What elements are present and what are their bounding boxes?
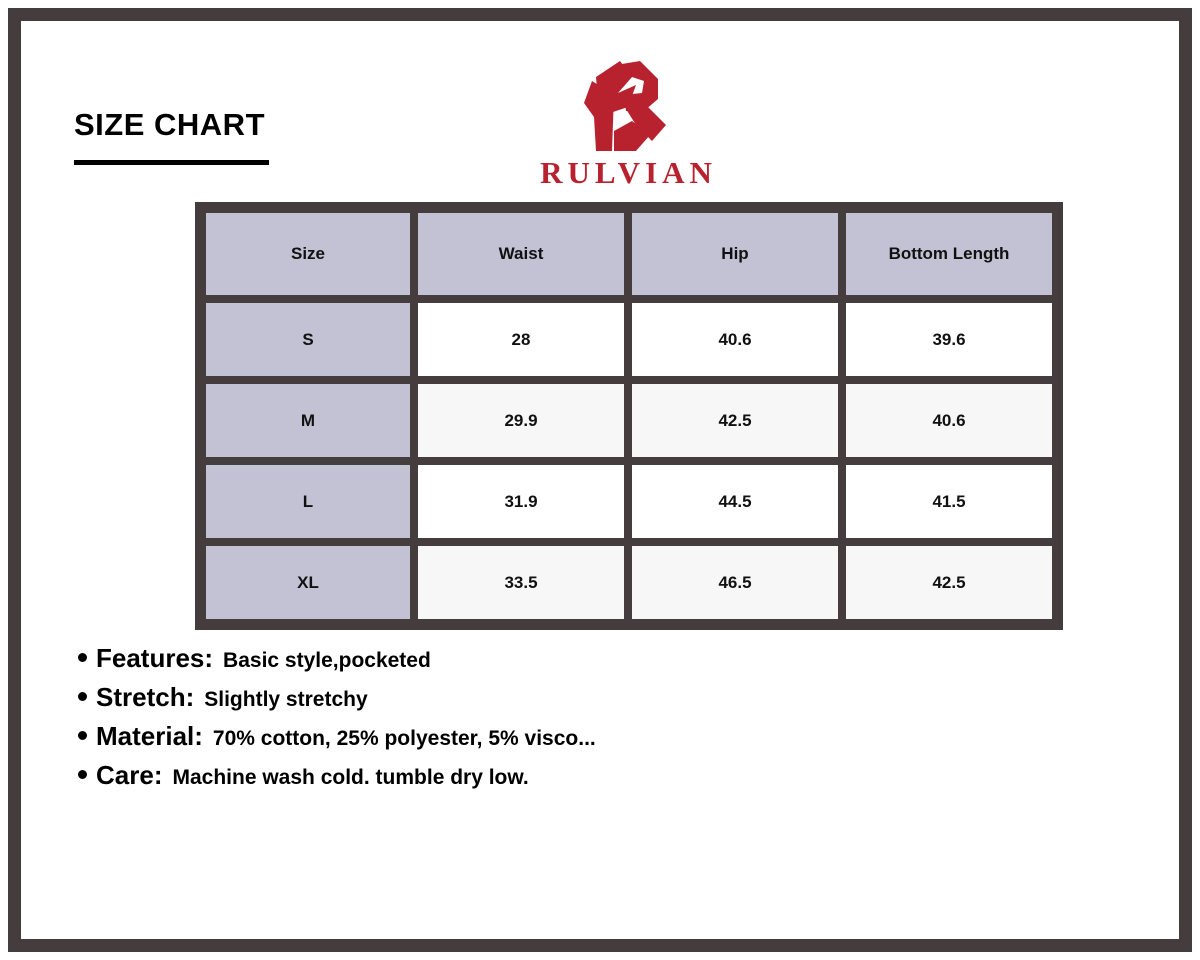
cell-waist: 31.9 [414, 461, 628, 542]
table-header-row: Size Waist Hip Bottom Length [202, 209, 1056, 299]
cell-size: S [202, 299, 414, 380]
bullet-icon [78, 770, 87, 779]
detail-value: 70% cotton, 25% polyester, 5% visco... [212, 727, 596, 750]
bullet-icon [78, 653, 87, 662]
table-row: S 28 40.6 39.6 [202, 299, 1056, 380]
title-block: SIZE CHART [74, 109, 269, 165]
rulvian-r-monogram-icon [584, 61, 666, 151]
brand-name: RULVIAN [540, 155, 717, 190]
bullet-icon [78, 692, 87, 701]
cell-bottom-length: 42.5 [842, 542, 1056, 623]
cell-size: XL [202, 542, 414, 623]
table-row: XL 33.5 46.5 42.5 [202, 542, 1056, 623]
cell-hip: 46.5 [628, 542, 842, 623]
cell-waist: 33.5 [414, 542, 628, 623]
cell-hip: 44.5 [628, 461, 842, 542]
column-header-bottom-length: Bottom Length [842, 209, 1056, 299]
detail-value: Slightly stretchy [204, 688, 368, 711]
detail-value: Machine wash cold. tumble dry low. [172, 766, 529, 789]
page-title: SIZE CHART [74, 107, 265, 142]
cell-bottom-length: 41.5 [842, 461, 1056, 542]
brand-logo: RULVIAN [516, 55, 736, 188]
cell-bottom-length: 40.6 [842, 380, 1056, 461]
detail-label: Features: [96, 643, 214, 673]
title-underline-rule [74, 160, 269, 165]
cell-waist: 28 [414, 299, 628, 380]
cell-hip: 42.5 [628, 380, 842, 461]
cell-hip: 40.6 [628, 299, 842, 380]
cell-waist: 29.9 [414, 380, 628, 461]
cell-size: L [202, 461, 414, 542]
product-details-list: Features: Basic style,pocketed Stretch: … [78, 643, 1078, 799]
list-item: Stretch: Slightly stretchy [78, 682, 1078, 713]
bullet-icon [78, 731, 87, 740]
detail-label: Stretch: [96, 682, 195, 712]
size-chart-table: Size Waist Hip Bottom Length S 28 40.6 3… [195, 202, 1063, 630]
detail-label: Care: [96, 760, 163, 790]
column-header-hip: Hip [628, 209, 842, 299]
page-border-frame: SIZE CHART RULVIAN [8, 8, 1192, 952]
detail-label: Material: [96, 721, 203, 751]
cell-bottom-length: 39.6 [842, 299, 1056, 380]
cell-size: M [202, 380, 414, 461]
table-row: L 31.9 44.5 41.5 [202, 461, 1056, 542]
list-item: Material: 70% cotton, 25% polyester, 5% … [78, 721, 1078, 752]
detail-value: Basic style,pocketed [223, 649, 431, 672]
list-item: Care: Machine wash cold. tumble dry low. [78, 760, 1078, 791]
list-item: Features: Basic style,pocketed [78, 643, 1078, 674]
table-row: M 29.9 42.5 40.6 [202, 380, 1056, 461]
column-header-waist: Waist [414, 209, 628, 299]
column-header-size: Size [202, 209, 414, 299]
